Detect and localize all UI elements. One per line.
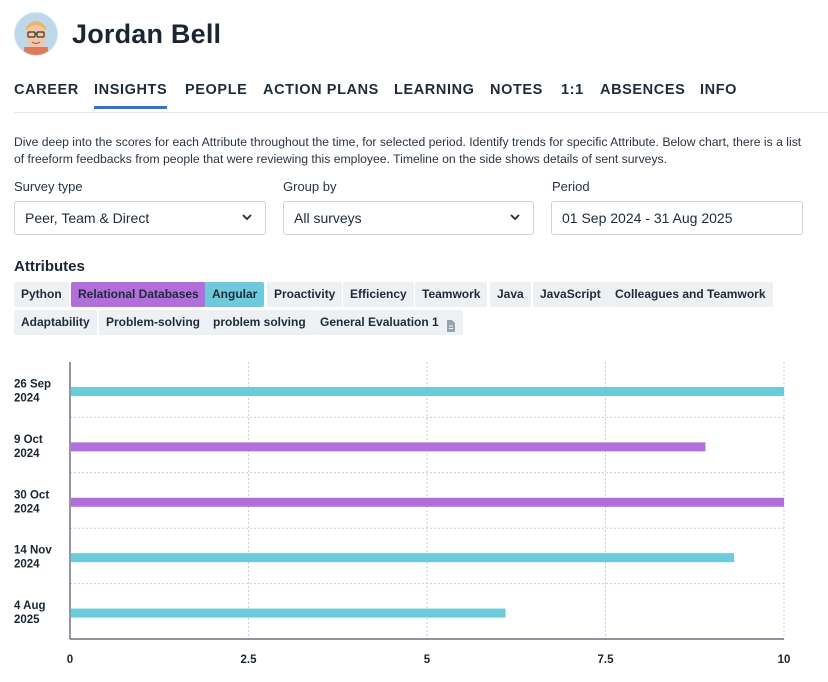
x-tick-label: 0 <box>67 654 73 666</box>
chip-efficiency[interactable]: Efficiency <box>343 282 414 307</box>
y-tick-label: 2024 <box>14 503 40 515</box>
attributes-heading: Attributes <box>14 258 85 275</box>
chip-java[interactable]: Java <box>490 282 531 307</box>
chart-bar <box>71 386 784 396</box>
tab-career[interactable]: CAREER <box>14 82 79 98</box>
y-tick-label: 30 Oct <box>14 489 49 501</box>
chip-general-evaluation-1[interactable]: General Evaluation 1 <box>313 310 463 335</box>
x-tick-label: 2.5 <box>241 654 258 666</box>
x-tick-label: 7.5 <box>598 654 615 666</box>
period-label: Period <box>552 179 590 194</box>
chip-problem-solving[interactable]: Problem-solving <box>99 310 208 335</box>
survey-type-select[interactable]: Peer, Team & Direct <box>14 201 266 235</box>
y-tick-label: 2024 <box>14 559 40 571</box>
group-by-label: Group by <box>283 179 337 194</box>
chip-teamwork[interactable]: Teamwork <box>415 282 488 307</box>
group-by-value: All surveys <box>294 210 362 226</box>
chip-adaptability[interactable]: Adaptability <box>14 310 97 335</box>
chip-general-evaluation-1-label: General Evaluation 1 <box>320 315 439 329</box>
chip-colleagues-and-teamwork[interactable]: Colleagues and Teamwork <box>608 282 773 307</box>
chip-angular[interactable]: Angular <box>205 282 265 307</box>
chip-python[interactable]: Python <box>14 282 69 307</box>
chart-bar <box>71 442 706 452</box>
y-tick-label: 2024 <box>14 448 40 460</box>
chevron-down-icon <box>241 202 253 245</box>
y-tick-label: 14 Nov <box>14 545 52 557</box>
attribute-score-chart: 26 Sep 2024 9 Oct 2024 30 Oct 2024 14 Nov 2024 4… <box>14 362 791 666</box>
survey-type-label: Survey type <box>14 179 83 194</box>
chevron-down-icon <box>509 202 521 245</box>
y-tick-label: 26 Sep <box>14 378 51 390</box>
chart-bar <box>71 608 506 618</box>
tab-people[interactable]: PEOPLE <box>185 82 248 98</box>
period-value: 01 Sep 2024 - 31 Aug 2025 <box>562 210 733 226</box>
avatar[interactable] <box>14 12 58 56</box>
profile-header: Jordan Bell <box>14 12 221 56</box>
y-tick-label: 4 Aug <box>14 600 46 612</box>
y-tick-label: 2024 <box>14 392 40 404</box>
chart-bar <box>71 553 735 563</box>
employee-name: Jordan Bell <box>72 18 222 49</box>
tab-absences[interactable]: ABSENCES <box>600 82 686 98</box>
tab-info[interactable]: INFO <box>700 82 738 98</box>
y-tick-label: 2025 <box>14 614 40 626</box>
avatar-illustration <box>15 13 57 55</box>
tab-learning[interactable]: LEARNING <box>394 82 475 98</box>
survey-type-value: Peer, Team & Direct <box>25 210 150 226</box>
chip-proactivity[interactable]: Proactivity <box>267 282 343 307</box>
chip-problem-solving-lowercase[interactable]: problem solving <box>206 310 313 335</box>
y-tick-label: 9 Oct <box>14 434 43 446</box>
x-tick-label: 10 <box>778 654 791 666</box>
tab-notes[interactable]: NOTES <box>490 82 543 98</box>
document-icon <box>446 316 456 341</box>
period-input[interactable]: 01 Sep 2024 - 31 Aug 2025 <box>551 201 803 235</box>
group-by-select[interactable]: All surveys <box>283 201 534 235</box>
insights-description: Dive deep into the scores for each Attri… <box>14 135 802 166</box>
chip-relational-databases[interactable]: Relational Databases <box>71 282 206 307</box>
chart-bar <box>71 497 784 507</box>
x-tick-label: 5 <box>424 654 431 666</box>
tab-bar: CAREER INSIGHTS PEOPLE ACTION PLANS LEAR… <box>14 80 828 113</box>
tab-insights[interactable]: INSIGHTS <box>94 80 168 110</box>
chip-javascript[interactable]: JavaScript <box>533 282 608 307</box>
tab-action-plans[interactable]: ACTION PLANS <box>263 82 379 98</box>
tab-one-on-one[interactable]: 1:1 <box>561 82 584 98</box>
